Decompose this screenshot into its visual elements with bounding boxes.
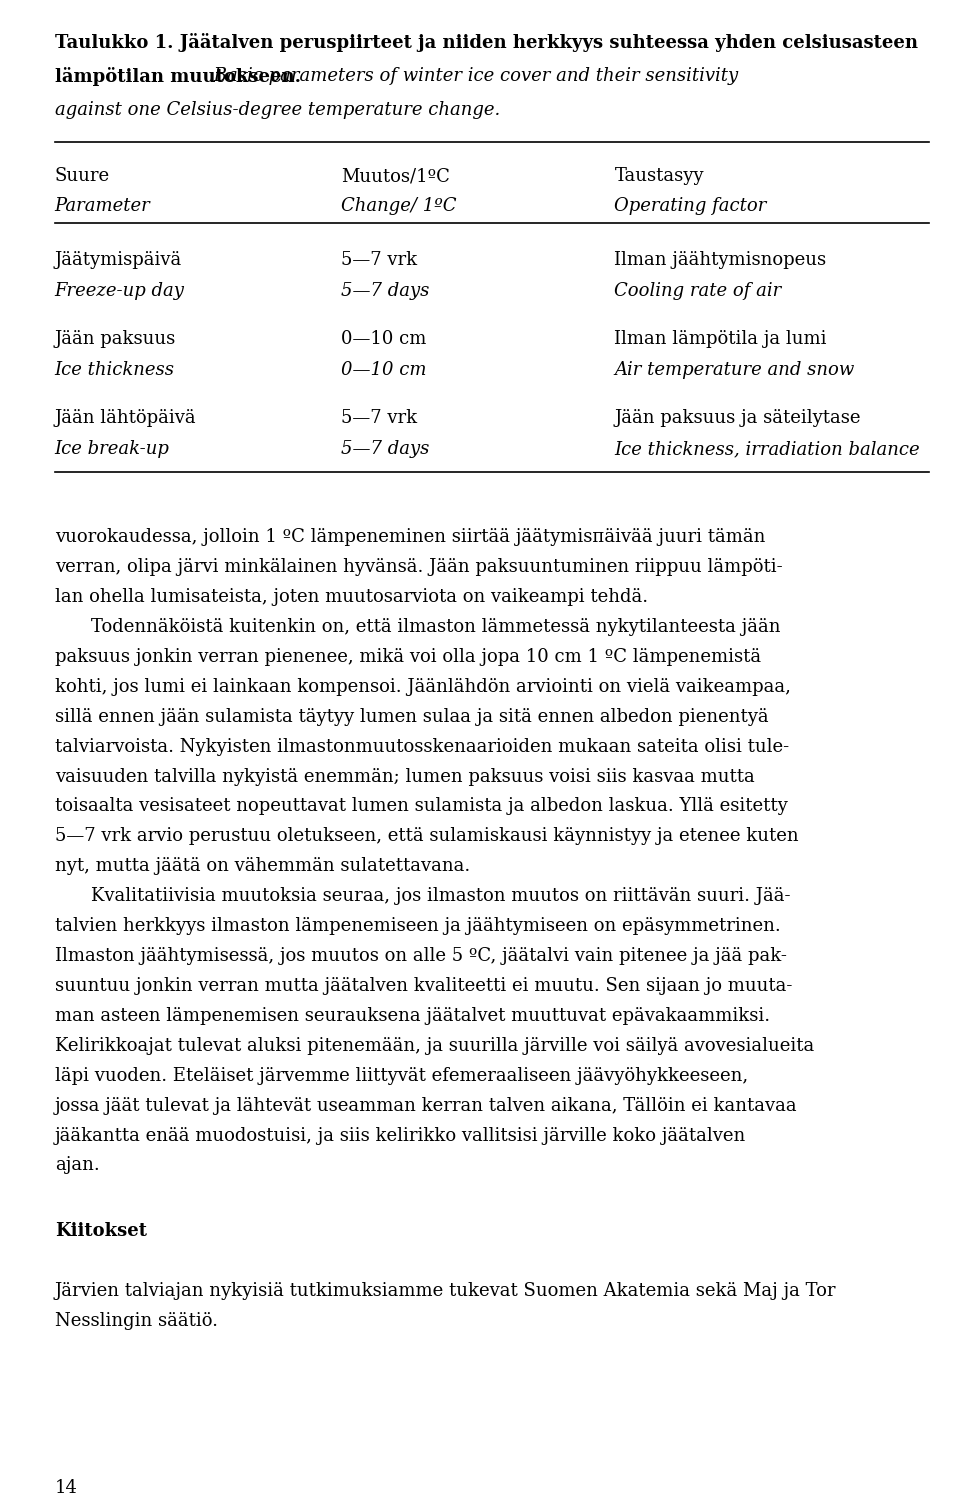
Text: Ice thickness: Ice thickness	[55, 361, 175, 379]
Text: kohti, jos lumi ei lainkaan kompensoi. Jäänlähdön arviointi on vielä vaikeampaa,: kohti, jos lumi ei lainkaan kompensoi. J…	[55, 678, 791, 695]
Text: 0—10 cm: 0—10 cm	[341, 329, 426, 348]
Text: Parameter: Parameter	[55, 196, 151, 215]
Text: Air temperature and snow: Air temperature and snow	[614, 361, 854, 379]
Text: 5—7 days: 5—7 days	[341, 283, 429, 301]
Text: 14: 14	[55, 1479, 78, 1497]
Text: talviarvoista. Nykyisten ilmastonmuutosskenaarioiden mukaan sateita olisi tule-: talviarvoista. Nykyisten ilmastonmuutoss…	[55, 737, 789, 756]
Text: Jään lähtöpäivä: Jään lähtöpäivä	[55, 409, 197, 428]
Text: Kvalitatiivisia muutoksia seuraa, jos ilmaston muutos on riittävän suuri. Jää-: Kvalitatiivisia muutoksia seuraa, jos il…	[91, 887, 791, 905]
Text: Ilman jäähtymisnopeus: Ilman jäähtymisnopeus	[614, 251, 827, 269]
Text: suuntuu jonkin verran mutta jäätalven kvaliteetti ei muutu. Sen sijaan jo muuta-: suuntuu jonkin verran mutta jäätalven kv…	[55, 978, 792, 994]
Text: Taustasyy: Taustasyy	[614, 168, 704, 186]
Text: 5—7 vrk: 5—7 vrk	[341, 409, 417, 428]
Text: Change/ 1ºC: Change/ 1ºC	[341, 196, 456, 215]
Text: ajan.: ajan.	[55, 1156, 100, 1174]
Text: Suure: Suure	[55, 168, 109, 186]
Text: sillä ennen jään sulamista täytyy lumen sulaa ja sitä ennen albedon pienentyä: sillä ennen jään sulamista täytyy lumen …	[55, 707, 768, 725]
Text: Operating factor: Operating factor	[614, 196, 767, 215]
Text: läpi vuoden. Eteläiset järvemme liittyvät efemeraaliseen jäävyöhykkeeseen,: läpi vuoden. Eteläiset järvemme liittyvä…	[55, 1067, 748, 1085]
Text: toisaalta vesisateet nopeuttavat lumen sulamista ja albedon laskua. Yllä esitett: toisaalta vesisateet nopeuttavat lumen s…	[55, 798, 787, 816]
Text: Freeze-up day: Freeze-up day	[55, 283, 184, 301]
Text: jossa jäät tulevat ja lähtevät useamman kerran talven aikana, Tällöin ei kantava: jossa jäät tulevat ja lähtevät useamman …	[55, 1097, 798, 1115]
Text: Jään paksuus: Jään paksuus	[55, 329, 176, 348]
Text: Järvien talviajan nykyisiä tutkimuksiamme tukevat Suomen Akatemia sekä Maj ja To: Järvien talviajan nykyisiä tutkimuksiamm…	[55, 1283, 836, 1299]
Text: Nesslingin säätiö.: Nesslingin säätiö.	[55, 1312, 218, 1330]
Text: nyt, mutta jäätä on vähemmän sulatettavana.: nyt, mutta jäätä on vähemmän sulatettava…	[55, 857, 470, 875]
Text: 5—7 vrk arvio perustuu oletukseen, että sulamiskausi käynnistyy ja etenee kuten: 5—7 vrk arvio perustuu oletukseen, että …	[55, 828, 799, 845]
Text: Ice break-up: Ice break-up	[55, 440, 170, 458]
Text: lämpötilan muutokseen.: lämpötilan muutokseen.	[55, 66, 300, 86]
Text: Ice thickness, irradiation balance: Ice thickness, irradiation balance	[614, 440, 920, 458]
Text: man asteen lämpenemisen seurauksena jäätalvet muuttuvat epävakaammiksi.: man asteen lämpenemisen seurauksena jäät…	[55, 1006, 770, 1024]
Text: Muutos/1ºC: Muutos/1ºC	[341, 168, 449, 186]
Text: Ilmaston jäähtymisessä, jos muutos on alle 5 ºC, jäätalvi vain pitenee ja jää pa: Ilmaston jäähtymisessä, jos muutos on al…	[55, 947, 786, 966]
Text: paksuus jonkin verran pienenee, mikä voi olla jopa 10 cm 1 ºC lämpenemistä: paksuus jonkin verran pienenee, mikä voi…	[55, 648, 761, 666]
Text: 5—7 days: 5—7 days	[341, 440, 429, 458]
Text: Kelirikkoajat tulevat aluksi pitenemään, ja suurilla järville voi säilyä avovesi: Kelirikkoajat tulevat aluksi pitenemään,…	[55, 1037, 814, 1055]
Text: Ilman lämpötila ja lumi: Ilman lämpötila ja lumi	[614, 329, 827, 348]
Text: vaisuuden talvilla nykyistä enemmän; lumen paksuus voisi siis kasvaa mutta: vaisuuden talvilla nykyistä enemmän; lum…	[55, 768, 755, 786]
Text: 0—10 cm: 0—10 cm	[341, 361, 426, 379]
Text: against one Celsius-degree temperature change.: against one Celsius-degree temperature c…	[55, 101, 500, 119]
Text: 5—7 vrk: 5—7 vrk	[341, 251, 417, 269]
Text: Jään paksuus ja säteilytase: Jään paksuus ja säteilytase	[614, 409, 861, 428]
Text: vuorokaudessa, jolloin 1 ºC lämpeneminen siirtää jäätymisпäivää juuri tämän: vuorokaudessa, jolloin 1 ºC lämpeneminen…	[55, 529, 765, 545]
Text: verran, olipa järvi minkälainen hyvänsä. Jään paksuuntuminen riippuu lämpöti-: verran, olipa järvi minkälainen hyvänsä.…	[55, 558, 782, 576]
Text: jääkantta enää muodostuisi, ja siis kelirikko vallitsisi järville koko jäätalven: jääkantta enää muodostuisi, ja siis keli…	[55, 1127, 746, 1144]
Text: talvien herkkyys ilmaston lämpenemiseen ja jäähtymiseen on epäsymmetrinen.: talvien herkkyys ilmaston lämpenemiseen …	[55, 917, 780, 935]
Text: Jäätymispäivä: Jäätymispäivä	[55, 251, 182, 269]
Text: Taulukko 1. Jäätalven peruspiirteet ja niiden herkkyys suhteessa yhden celsiusas: Taulukko 1. Jäätalven peruspiirteet ja n…	[55, 33, 918, 53]
Text: Todennäköistä kuitenkin on, että ilmaston lämmetessä nykytilanteesta jään: Todennäköistä kuitenkin on, että ilmasto…	[91, 618, 780, 636]
Text: Kiitokset: Kiitokset	[55, 1222, 147, 1241]
Text: Cooling rate of air: Cooling rate of air	[614, 283, 781, 301]
Text: Basic parameters of winter ice cover and their sensitivity: Basic parameters of winter ice cover and…	[207, 66, 738, 85]
Text: lan ohella lumisateista, joten muutosarviota on vaikeampi tehdä.: lan ohella lumisateista, joten muutosarv…	[55, 588, 648, 606]
